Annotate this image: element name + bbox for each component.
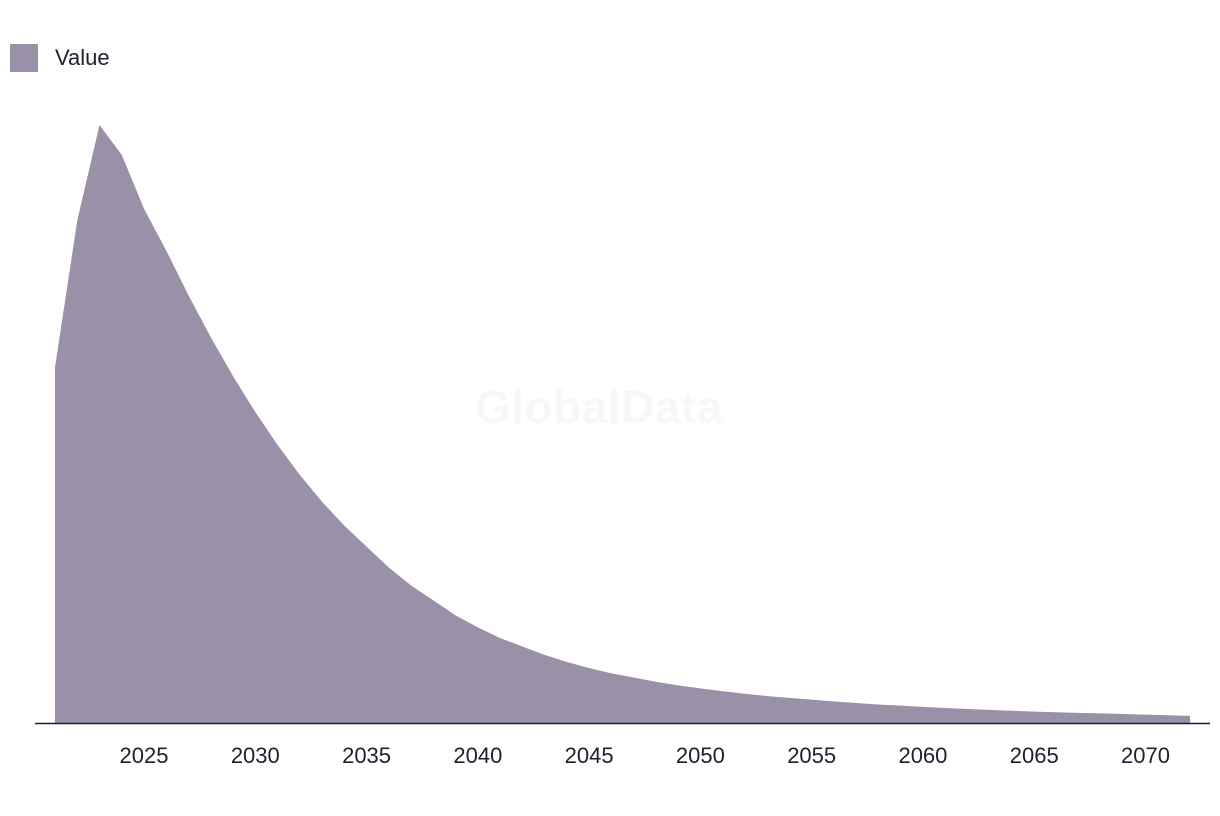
x-tick-label: 2045 xyxy=(565,743,614,768)
x-tick-label: 2025 xyxy=(120,743,169,768)
legend-swatch-value xyxy=(10,44,38,72)
legend: Value xyxy=(10,44,110,72)
x-tick-label: 2050 xyxy=(676,743,725,768)
x-tick-label: 2060 xyxy=(898,743,947,768)
x-tick-label: 2040 xyxy=(453,743,502,768)
x-tick-label: 2035 xyxy=(342,743,391,768)
area-series-value xyxy=(55,125,1190,723)
x-tick-label: 2055 xyxy=(787,743,836,768)
x-tick-label: 2065 xyxy=(1010,743,1059,768)
x-tick-label: 2070 xyxy=(1121,743,1170,768)
x-tick-label: 2030 xyxy=(231,743,280,768)
legend-label-value: Value xyxy=(55,45,110,70)
